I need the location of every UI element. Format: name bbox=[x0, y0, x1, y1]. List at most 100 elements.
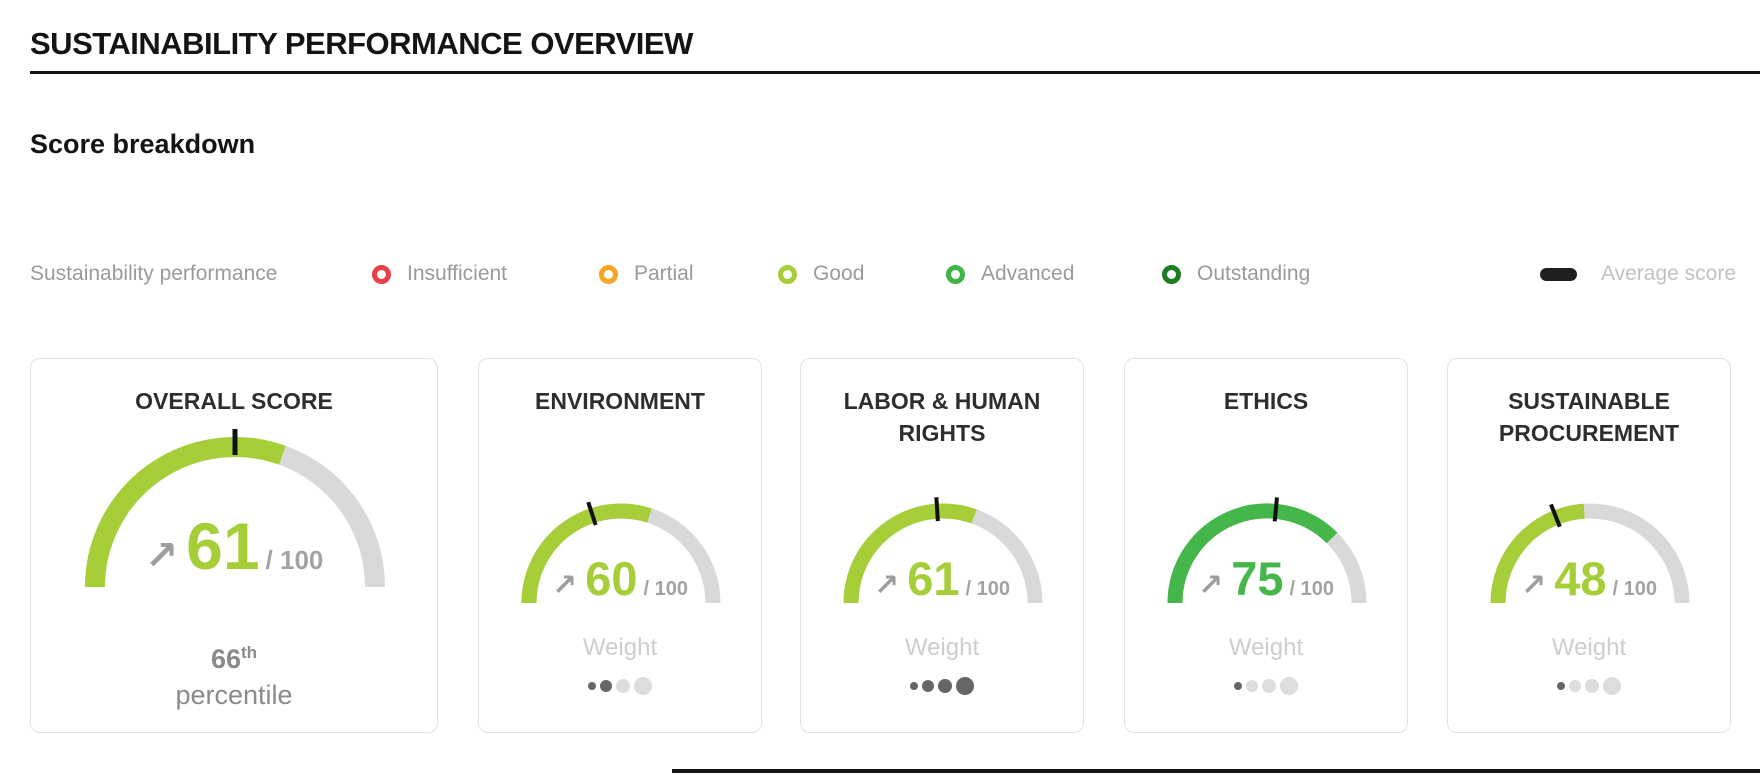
weight-label: Weight bbox=[1551, 634, 1627, 661]
weight-dot bbox=[1280, 677, 1298, 695]
weight-dots bbox=[1125, 677, 1407, 695]
average-score-tick bbox=[1272, 497, 1279, 522]
gauge-value-arc bbox=[843, 503, 977, 604]
labor-human-rights-gauge bbox=[828, 487, 1058, 612]
legend-caption: Sustainability performance bbox=[30, 262, 278, 285]
average-score-tick bbox=[1549, 503, 1562, 528]
card-ethics[interactable]: ETHICS ↗ 75 / 100 Weight bbox=[1124, 358, 1408, 733]
gauge-value-arc bbox=[521, 503, 652, 604]
weight-dot bbox=[588, 682, 596, 690]
weight-dot bbox=[910, 682, 918, 690]
weight-dot bbox=[1262, 679, 1276, 693]
overall-score-gauge bbox=[70, 425, 400, 596]
average-score-tick bbox=[586, 501, 598, 526]
weight-dot bbox=[1585, 679, 1599, 693]
percentile-value: 66th bbox=[31, 640, 437, 674]
weight-readout: Weight bbox=[479, 635, 761, 695]
card-title: ETHICS bbox=[1223, 388, 1309, 414]
trend-up-icon: ↗ bbox=[144, 534, 179, 578]
card-environment[interactable]: ENVIRONMENT ↗ 60 / 100 Weight bbox=[478, 358, 762, 733]
percentile-label: percentile bbox=[175, 680, 293, 710]
score-readout: ↗ 61 / 100 bbox=[31, 513, 437, 579]
average-score-dash-icon bbox=[1540, 267, 1577, 281]
weight-dot bbox=[1569, 680, 1581, 692]
weight-readout: Weight bbox=[1448, 635, 1730, 695]
advanced-ring-icon bbox=[946, 264, 965, 284]
legend-item-label: Average score bbox=[1601, 262, 1737, 285]
trend-up-icon: ↗ bbox=[552, 569, 578, 602]
weight-dot bbox=[956, 677, 974, 695]
weight-dot bbox=[922, 680, 934, 692]
good-ring-icon bbox=[778, 264, 797, 284]
legend-item-label: Outstanding bbox=[1197, 262, 1311, 285]
legend-item-insufficient: Insufficient bbox=[372, 261, 507, 287]
gauge-svg bbox=[521, 501, 721, 604]
weight-dot bbox=[616, 679, 630, 693]
weight-label: Weight bbox=[582, 634, 658, 661]
legend-item-advanced: Advanced bbox=[946, 261, 1074, 287]
score-value: 61 bbox=[186, 509, 260, 583]
legend-item-good: Good bbox=[778, 261, 864, 287]
score-max: / 100 bbox=[643, 578, 688, 600]
score-readout: ↗ 75 / 100 bbox=[1125, 555, 1407, 603]
insufficient-ring-icon bbox=[372, 264, 391, 284]
card-title: SUSTAINABLE PROCUREMENT bbox=[1498, 388, 1680, 446]
partial-ring-icon bbox=[599, 264, 618, 284]
weight-dot bbox=[1234, 682, 1242, 690]
ethics-gauge bbox=[1152, 487, 1382, 612]
score-max: / 100 bbox=[265, 545, 324, 575]
gauge-svg bbox=[85, 429, 385, 588]
score-max: / 100 bbox=[965, 578, 1010, 600]
weight-dot bbox=[938, 679, 952, 693]
gauge-svg bbox=[1490, 503, 1690, 604]
card-title: LABOR & HUMAN RIGHTS bbox=[843, 388, 1041, 446]
section-title: Score breakdown bbox=[30, 129, 256, 159]
legend-item-partial: Partial bbox=[599, 261, 694, 287]
percentile-number: 66 bbox=[210, 644, 241, 674]
weight-dots bbox=[801, 677, 1083, 695]
weight-dots bbox=[1448, 677, 1730, 695]
card-title: ENVIRONMENT bbox=[535, 388, 705, 414]
score-readout: ↗ 48 / 100 bbox=[1448, 555, 1730, 603]
score-value: 60 bbox=[585, 552, 638, 605]
weight-readout: Weight bbox=[1125, 635, 1407, 695]
trend-up-icon: ↗ bbox=[1521, 569, 1547, 602]
card-overall-score[interactable]: OVERALL SCORE ↗ 61 / 100 66th percentile bbox=[30, 358, 438, 733]
card-sustainable-procurement[interactable]: SUSTAINABLE PROCUREMENT ↗ 48 / 100 Weigh… bbox=[1447, 358, 1731, 733]
legend-item-outstanding: Outstanding bbox=[1162, 261, 1310, 287]
weight-dot bbox=[634, 677, 652, 695]
score-value: 48 bbox=[1554, 552, 1607, 605]
weight-dot bbox=[1246, 680, 1258, 692]
gauge-svg bbox=[843, 497, 1043, 604]
score-max: / 100 bbox=[1289, 578, 1334, 600]
weight-readout: Weight bbox=[801, 635, 1083, 695]
sustainable-procurement-gauge bbox=[1475, 487, 1705, 612]
legend-item-average-score: Average score bbox=[1540, 261, 1736, 287]
legend-item-label: Insufficient bbox=[407, 262, 508, 285]
trend-up-icon: ↗ bbox=[1198, 569, 1224, 602]
weight-dot bbox=[1603, 677, 1621, 695]
weight-label: Weight bbox=[904, 634, 980, 661]
environment-gauge bbox=[506, 487, 736, 612]
weight-dot bbox=[1557, 682, 1565, 690]
title-divider bbox=[30, 71, 1760, 74]
weight-dot bbox=[600, 680, 612, 692]
score-readout: ↗ 61 / 100 bbox=[801, 555, 1083, 603]
gauge-value-arc bbox=[1490, 503, 1585, 604]
weight-label: Weight bbox=[1228, 634, 1304, 661]
trend-up-icon: ↗ bbox=[874, 569, 900, 602]
score-value: 75 bbox=[1231, 552, 1284, 605]
page-title: SUSTAINABILITY PERFORMANCE OVERVIEW bbox=[30, 26, 693, 61]
percentile-suffix: th bbox=[241, 643, 258, 662]
bottom-divider bbox=[672, 769, 1760, 773]
card-labor-human-rights[interactable]: LABOR & HUMAN RIGHTS ↗ 61 / 100 Weight bbox=[800, 358, 1084, 733]
weight-dots bbox=[479, 677, 761, 695]
legend-item-label: Good bbox=[813, 262, 865, 285]
score-max: / 100 bbox=[1612, 578, 1657, 600]
legend-item-label: Partial bbox=[634, 262, 694, 285]
gauge-value-arc bbox=[1167, 503, 1338, 604]
legend-item-label: Advanced bbox=[981, 262, 1075, 285]
card-title: OVERALL SCORE bbox=[135, 388, 333, 414]
score-value: 61 bbox=[907, 552, 960, 605]
